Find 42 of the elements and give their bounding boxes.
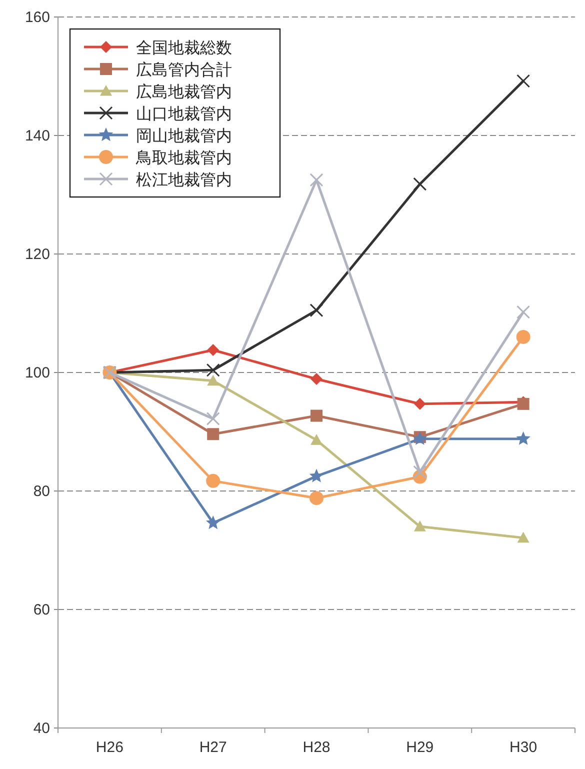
legend-label: 全国地裁総数 [136,39,232,57]
point [310,173,324,187]
y-tick-label: 80 [33,483,50,500]
point [516,305,530,319]
y-tick-label: 160 [24,9,50,26]
point [207,428,220,440]
y-tick-label: 100 [24,364,50,382]
point [207,374,220,386]
x-tick-label: H29 [406,739,434,756]
y-tick-label: 140 [24,128,50,144]
point [517,532,530,543]
y-tick-label: 60 [33,602,50,618]
legend-label: 山口地裁管内 [136,105,232,123]
point [310,491,324,506]
point [206,363,220,377]
legend-label: 広島管内合計 [136,61,232,79]
legend-label: 岡山地裁管内 [136,127,232,145]
point [310,410,322,422]
legend-label: 松江地裁管内 [136,171,232,189]
point [310,304,324,318]
point [516,431,530,445]
point [207,344,220,356]
legend-label: 鳥取地裁管内 [135,149,232,167]
point [516,74,530,88]
y-tick-label: 120 [24,246,50,263]
point [206,474,220,488]
point [310,373,322,386]
point [414,398,426,410]
point [516,330,530,344]
point [309,468,324,482]
point [206,515,220,530]
x-tick-label: H30 [510,739,538,756]
y-tick-label: 40 [33,720,50,737]
point [310,434,322,445]
point [206,412,220,426]
legend-label: 広島地裁管内 [136,83,232,101]
x-tick-label: H27 [199,739,227,756]
x-tick-label: H26 [96,739,124,756]
x-tick-label: H28 [302,739,330,756]
point [413,177,427,191]
point [413,465,427,479]
point [414,520,426,532]
